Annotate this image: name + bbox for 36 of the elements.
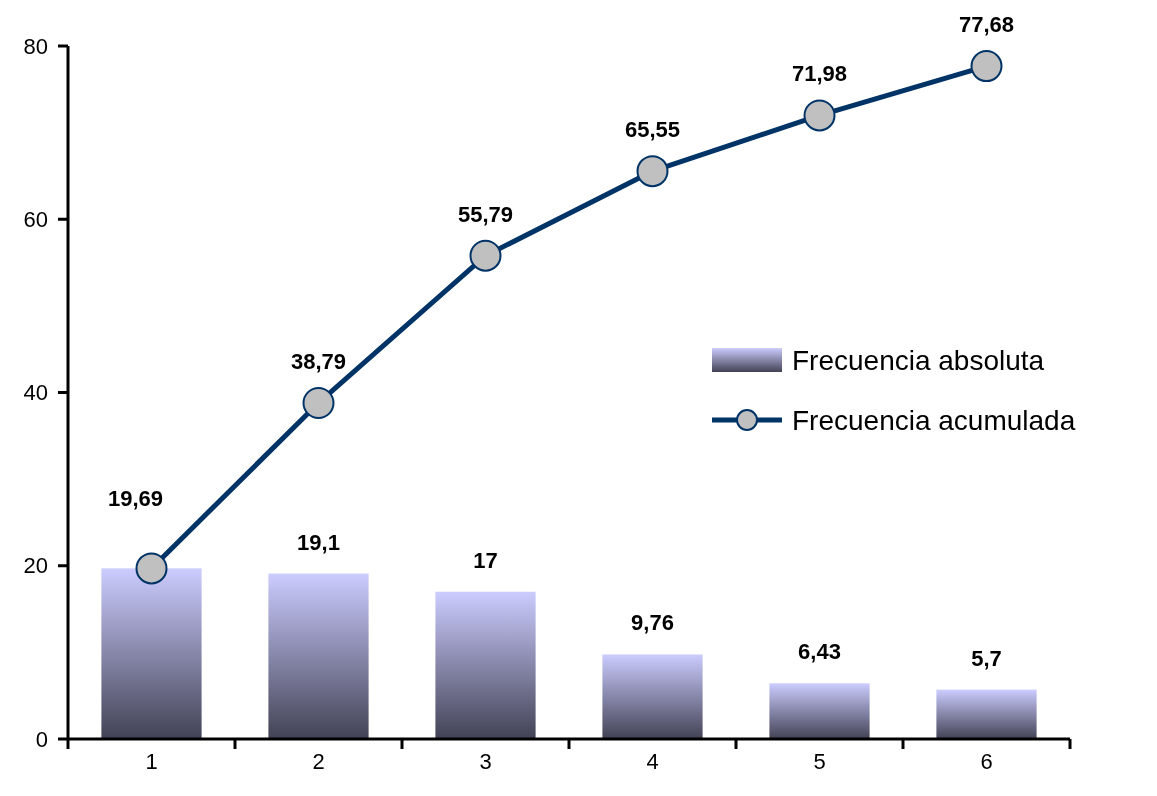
- data-label: 71,98: [791, 61, 848, 87]
- y-tick-label: 0: [35, 726, 48, 752]
- bar: [101, 568, 202, 739]
- x-tick-label: 4: [646, 749, 659, 774]
- point: [302, 386, 335, 419]
- x-tick-label: 6: [980, 749, 993, 774]
- data-label: 65,55: [624, 117, 681, 143]
- bar: [769, 683, 870, 739]
- bar: [435, 591, 536, 739]
- point: [970, 50, 1003, 83]
- legend-label: Frecuencia acumulada: [792, 404, 1076, 436]
- bar: [602, 654, 703, 739]
- data-label: 5,7: [971, 645, 1002, 671]
- data-label: 19,1: [297, 529, 340, 555]
- point: [803, 99, 836, 132]
- y-tick-label: 60: [23, 206, 48, 232]
- point: [469, 239, 502, 272]
- data-label: 77,68: [958, 12, 1015, 38]
- y-tick-label: 40: [23, 380, 48, 406]
- x-tick-label: 2: [312, 749, 325, 774]
- data-label: 19,69: [107, 486, 164, 512]
- x-tick-label: 5: [813, 749, 826, 774]
- y-tick-label: 80: [23, 33, 48, 59]
- point: [636, 155, 669, 188]
- data-label: 17: [473, 547, 498, 573]
- data-label: 9,76: [631, 610, 674, 636]
- data-label: 6,43: [798, 639, 841, 665]
- point: [135, 552, 168, 585]
- data-label: 38,79: [290, 348, 347, 374]
- x-tick-label: 3: [479, 749, 492, 774]
- bar: [936, 689, 1037, 739]
- x-tick-label: 1: [145, 749, 158, 774]
- data-label: 55,79: [457, 201, 514, 227]
- y-tick-label: 20: [23, 553, 48, 579]
- bar: [268, 573, 369, 739]
- legend-label: Frecuencia absoluta: [792, 344, 1045, 376]
